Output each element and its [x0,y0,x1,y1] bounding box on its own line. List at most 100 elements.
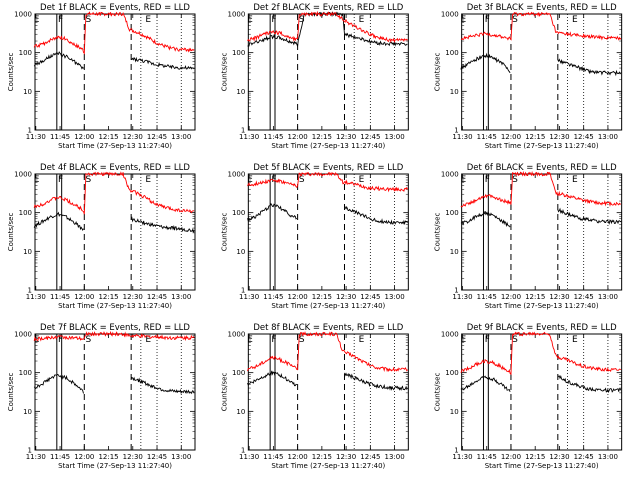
event-marker-e: E [460,15,466,25]
x-tick-label: 12:30 [123,133,143,141]
x-tick-label: 13:00 [384,133,404,141]
event-marker-e: E [460,175,466,185]
y-tick-label: 10 [236,248,245,256]
x-tick-label: 11:30 [452,453,472,461]
x-tick-label: 12:45 [360,293,380,301]
x-tick-label: 12:45 [360,133,380,141]
y-tick-label: 10 [23,88,32,96]
event-marker-f: F [271,175,276,185]
y-tick-label: 1000 [441,331,459,339]
y-tick-label: 100 [232,369,245,377]
lld-series-line [247,10,408,44]
lld-series-line [33,11,195,55]
y-axis-label: Counts/sec [220,53,228,92]
event-marker-e: E [247,175,253,185]
events-series-line [460,52,622,77]
x-tick-label: 12:30 [123,453,143,461]
y-tick-label: 100 [232,209,245,217]
lld-series-line [460,170,622,208]
x-axis-label: Start Time (27-Sep-13 11:27:40) [58,302,172,310]
y-tick-label: 1 [28,287,32,295]
x-tick-label: 12:00 [288,293,308,301]
x-tick-label: 11:45 [477,293,497,301]
event-marker-s: S [299,335,305,345]
y-tick-label: 100 [19,369,32,377]
y-tick-label: 100 [232,49,245,57]
plot-frame [461,173,623,291]
y-tick-label: 10 [23,408,32,416]
y-tick-label: 1 [454,127,458,135]
event-marker-e: E [460,335,466,345]
x-tick-label: 12:30 [549,453,569,461]
y-tick-label: 100 [445,209,458,217]
x-tick-label: 12:00 [74,133,94,141]
event-marker-f: F [485,175,490,185]
x-tick-label: 12:15 [312,293,332,301]
y-tick-label: 1000 [441,11,459,19]
x-tick-label: 13:00 [171,453,191,461]
y-tick-label: 10 [236,88,245,96]
event-marker-s: S [86,335,92,345]
event-marker-e: E [572,175,578,185]
event-marker-e: E [359,15,365,25]
x-tick-label: 12:15 [312,133,332,141]
y-tick-label: 1000 [228,11,246,19]
chart-panel-5: Det 5f BLACK = Events, RED = LLD 1 10 100 10… [220,163,409,310]
chart-title: Det 6f BLACK = Events, RED = LLD [467,163,617,173]
chart-title: Det 1f BLACK = Events, RED = LLD [40,3,190,13]
event-marker-f: F [485,335,490,345]
event-marker-f: F [271,15,276,25]
x-tick-label: 13:00 [598,453,618,461]
x-tick-label: 11:45 [50,293,70,301]
chart-panel-7: Det 7f BLACK = Events, RED = LLD 1 10 100 10… [7,323,196,470]
x-tick-label: 12:30 [336,293,356,301]
x-tick-label: 11:45 [50,453,70,461]
x-axis-label: Start Time (27-Sep-13 11:27:40) [58,462,172,470]
x-tick-label: 11:30 [26,133,46,141]
y-tick-label: 10 [450,248,459,256]
event-marker-s: S [512,335,518,345]
plot-frame [247,333,409,451]
x-tick-label: 11:45 [263,453,283,461]
chart-title: Det 2f BLACK = Events, RED = LLD [253,3,403,13]
x-axis-label: Start Time (27-Sep-13 11:27:40) [271,142,385,150]
y-tick-label: 10 [450,408,459,416]
event-marker-e: E [145,335,151,345]
y-tick-label: 1 [28,447,32,455]
events-series-line [33,373,195,395]
y-tick-label: 100 [19,209,32,217]
y-tick-label: 1000 [14,171,32,179]
y-tick-label: 10 [450,88,459,96]
x-tick-label: 12:30 [549,293,569,301]
event-marker-e: E [359,175,365,185]
x-tick-label: 11:45 [263,293,283,301]
events-series-line [247,202,408,226]
y-tick-label: 1 [241,127,245,135]
x-tick-label: 12:45 [147,133,167,141]
x-tick-label: 13:00 [598,293,618,301]
lld-series-line [247,171,408,193]
y-tick-label: 10 [23,248,32,256]
event-marker-f: F [58,175,63,185]
event-marker-s: S [299,15,305,25]
x-tick-label: 13:00 [598,133,618,141]
x-tick-label: 11:30 [26,293,46,301]
x-tick-label: 12:15 [98,453,118,461]
event-marker-f: F [271,335,276,345]
x-tick-label: 12:15 [98,133,118,141]
x-tick-label: 12:00 [501,293,521,301]
events-series-line [247,370,408,391]
events-series-line [247,11,408,48]
chart-title: Det 7f BLACK = Events, RED = LLD [40,323,190,333]
event-marker-e: E [34,15,40,25]
y-axis-label: Counts/sec [7,373,15,412]
plot-frame [247,173,409,291]
y-axis-label: Counts/sec [434,53,442,92]
lld-series-line [460,11,622,41]
chart-title: Det 9f BLACK = Events, RED = LLD [467,323,617,333]
x-tick-label: 12:45 [147,293,167,301]
lld-series-line [247,331,408,373]
x-tick-label: 12:45 [574,453,594,461]
x-tick-label: 12:30 [549,133,569,141]
